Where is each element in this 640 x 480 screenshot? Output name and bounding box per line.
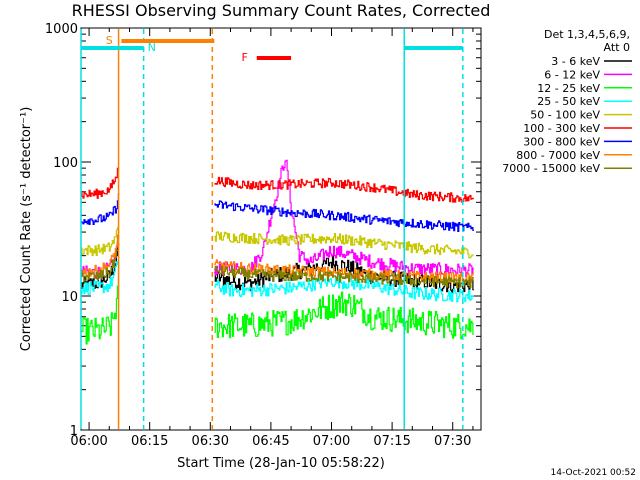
legend-label: 800 - 7000 keV	[516, 149, 600, 162]
series-6-12-kev	[81, 159, 474, 279]
series-line	[214, 291, 474, 340]
legend-label: 3 - 6 keV	[551, 55, 600, 68]
series-line	[81, 224, 120, 256]
series-line	[81, 256, 120, 295]
series-50-100-kev	[81, 224, 474, 259]
series-line	[214, 275, 474, 303]
x-axis-label: Start Time (28-Jan-10 05:58:22)	[177, 456, 385, 471]
x-tick-label: 06:00	[70, 434, 107, 449]
legend-label: 100 - 300 keV	[523, 122, 600, 135]
series-12-25-kev	[81, 279, 474, 345]
series-25-50-kev	[81, 256, 474, 303]
x-tick-label: 06:45	[252, 434, 289, 449]
legend-label: 12 - 25 keV	[537, 82, 600, 95]
series-7000-15000-kev	[81, 236, 474, 289]
series-line	[81, 193, 120, 225]
series-100-300-kev	[81, 167, 474, 203]
legend-label: 6 - 12 keV	[544, 68, 600, 81]
series-line	[214, 255, 474, 294]
y-tick-label: 1000	[45, 22, 78, 37]
legend-label: 50 - 100 keV	[530, 109, 600, 122]
series-line	[214, 159, 474, 278]
annotation-layer: S N F	[80, 29, 464, 429]
x-tick-label: 07:15	[373, 434, 410, 449]
legend-label: 300 - 800 keV	[523, 135, 600, 148]
generation-date: 14-Oct-2021 00:52	[551, 468, 636, 478]
x-tick-label: 07:00	[313, 434, 350, 449]
legend-header: Det 1,3,4,5,6,9,	[544, 28, 630, 41]
flag-label-s: S	[106, 34, 113, 47]
series-line	[214, 265, 474, 289]
y-tick-label: 100	[53, 156, 78, 171]
series-line	[81, 167, 120, 199]
series-line	[214, 231, 474, 259]
y-axis-label: Corrected Count Rate (s⁻¹ detector⁻¹)	[19, 107, 34, 352]
series-line	[81, 236, 120, 282]
legend-label: 25 - 50 keV	[537, 95, 600, 108]
series-300-800-kev	[81, 193, 474, 232]
series-line	[214, 176, 474, 203]
flag-label-n: N	[148, 41, 156, 54]
x-tick-label: 06:15	[131, 434, 168, 449]
data-series-layer	[81, 159, 474, 345]
x-tick-label: 06:30	[192, 434, 229, 449]
legend-subheader: Att 0	[604, 41, 630, 54]
x-tick-label: 07:30	[434, 434, 471, 449]
y-tick-label: 1	[70, 424, 78, 439]
flag-label-f: F	[241, 51, 247, 64]
chart-title: RHESSI Observing Summary Count Rates, Co…	[72, 1, 491, 20]
axis-ticks: 06:00 06:15 06:30 06:45 07:00 07:15 07:30 1 10 10…	[45, 22, 481, 449]
series-line	[214, 200, 474, 232]
plot-frame	[80, 27, 482, 431]
y-tick-label: 10	[61, 290, 78, 305]
series-line	[81, 279, 120, 345]
legend-label: 7000 - 15000 keV	[502, 162, 600, 175]
